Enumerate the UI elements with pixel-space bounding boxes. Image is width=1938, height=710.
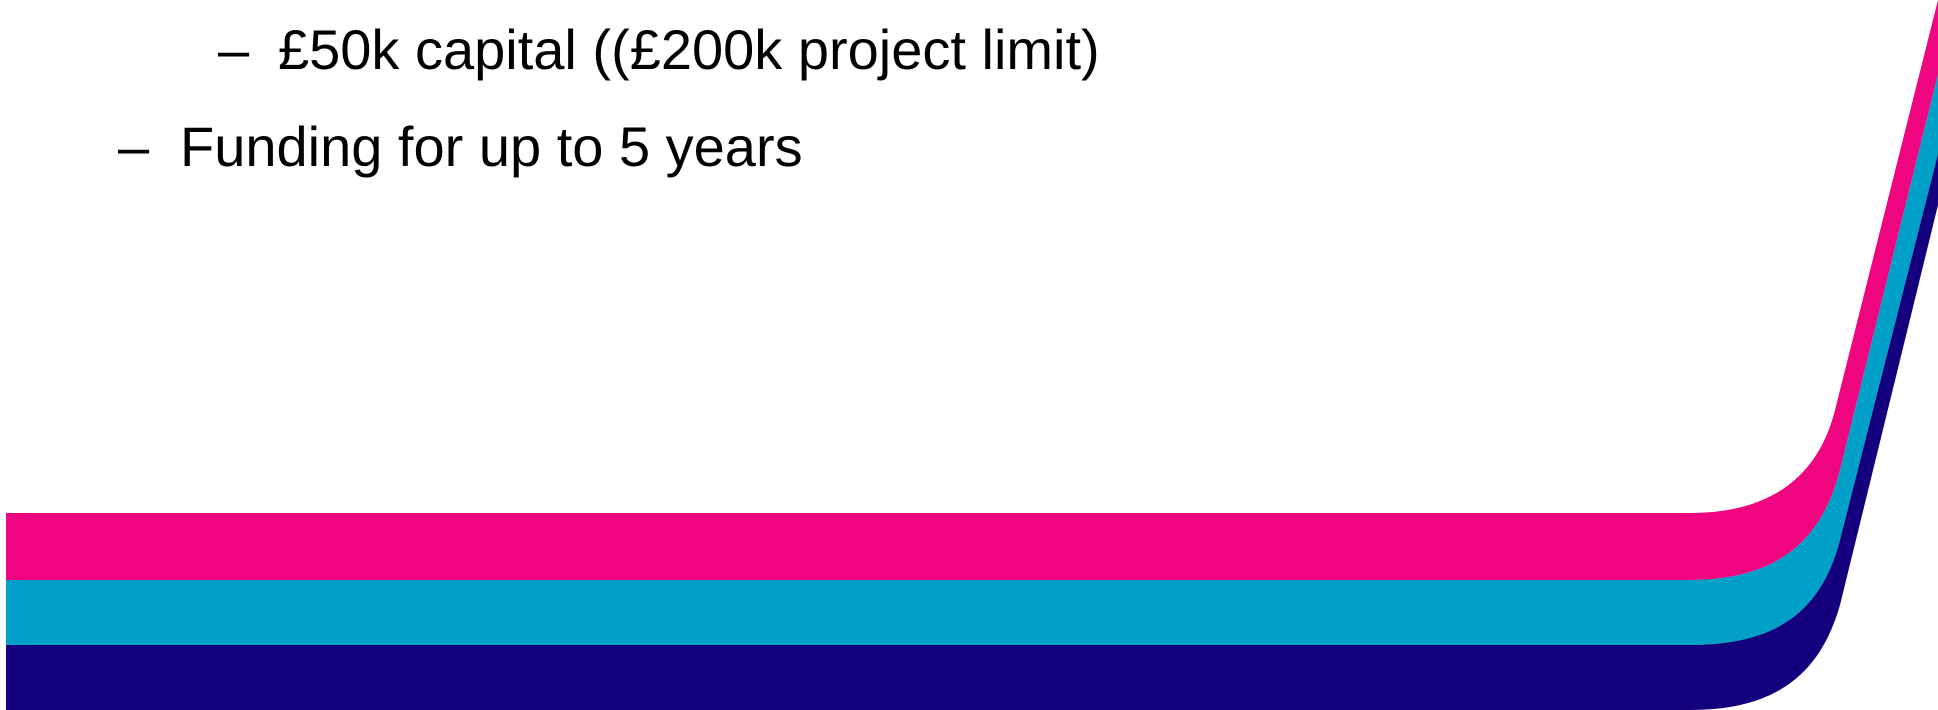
- bullet-dash: –: [118, 115, 150, 178]
- magenta-band: [6, 0, 1938, 580]
- bullet-text: £50k capital ((£200k project limit): [278, 18, 1100, 81]
- bullet-text: Funding for up to 5 years: [180, 115, 803, 178]
- cyan-band: [6, 74, 1938, 645]
- bullet-dash: –: [218, 18, 250, 81]
- bullet-funding-duration: – Funding for up to 5 years: [118, 119, 803, 175]
- navy-band: [6, 154, 1938, 710]
- sub-bullet-capital: – £50k capital ((£200k project limit): [218, 22, 1100, 78]
